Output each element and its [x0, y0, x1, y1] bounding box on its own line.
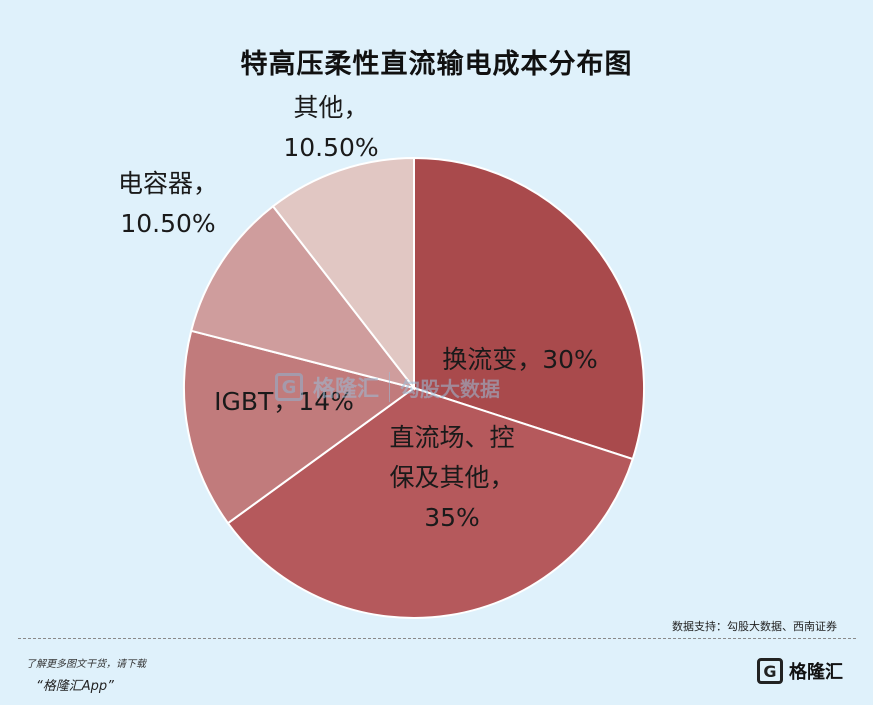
footer-divider — [18, 638, 856, 639]
pie-slice-other — [271, 156, 415, 391]
watermark-separator — [389, 372, 391, 402]
watermark-text-secondary: 勾股大数据 — [400, 376, 501, 401]
slice-label-line: 电容器， — [118, 169, 218, 198]
slice-label-line: 10.50% — [120, 209, 215, 238]
slice-label-capacitor: 电容器， 10.50% — [118, 169, 218, 238]
pie-slice-capacitor — [190, 204, 417, 390]
source-note: 数据支持：勾股大数据、西南证券 — [672, 620, 837, 633]
slice-label-line: IGBT，14% — [214, 387, 354, 416]
watermark-text: 格隆汇 — [313, 377, 380, 402]
slice-label-line: 35% — [424, 503, 480, 532]
app-name: “格隆汇App” — [36, 679, 114, 694]
watermark-logo-icon: G — [275, 373, 303, 401]
download-prompt: 了解更多图文干货，请下载 — [26, 659, 146, 670]
slice-label-other: 其他， 10.50% — [283, 93, 378, 162]
watermark: G 格隆汇 勾股大数据 — [275, 371, 500, 403]
brand-name: 格隆汇 — [789, 662, 843, 683]
pie-slice-igbt — [183, 329, 417, 525]
slice-label-line: 10.50% — [283, 133, 378, 162]
slice-label-line: 换流变，30% — [442, 345, 598, 374]
brand-g-icon: G — [757, 658, 783, 684]
slice-label-dc-field-control: 直流场、控保及其他， 35% — [389, 423, 514, 532]
slice-label-converter-transformer: 换流变，30% — [442, 345, 598, 374]
pie-slice-dc-field-control — [226, 386, 635, 619]
slice-label-igbt: IGBT，14% — [214, 387, 354, 416]
chart-title: 特高压柔性直流输电成本分布图 — [240, 49, 633, 80]
pie-slice-converter-transformer — [413, 156, 645, 461]
brand-logo: G 格隆汇 — [757, 658, 843, 684]
slice-label-line: 直流场、控 — [389, 423, 514, 452]
slice-label-line: 其他， — [293, 93, 368, 122]
slice-label-line: 保及其他， — [389, 463, 514, 492]
